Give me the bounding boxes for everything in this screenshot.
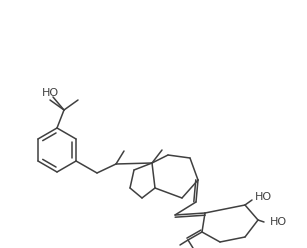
Text: HO: HO <box>255 192 272 202</box>
Text: HO: HO <box>42 88 59 98</box>
Text: HO: HO <box>270 217 287 227</box>
